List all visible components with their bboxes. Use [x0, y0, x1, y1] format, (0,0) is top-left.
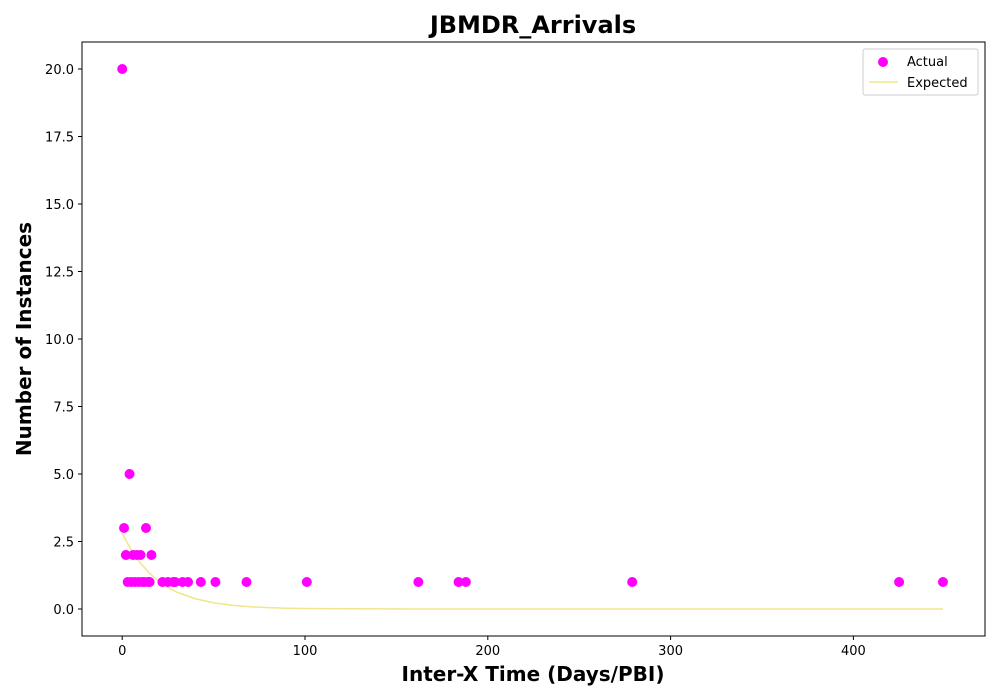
actual-points-layer — [117, 64, 948, 587]
actual-point — [170, 577, 181, 587]
actual-point — [120, 550, 131, 560]
legend: Actual Expected — [862, 48, 979, 96]
actual-point — [453, 577, 464, 587]
y-tick-label: 0.0 — [53, 603, 74, 618]
y-axis-label: Number of Instances — [12, 222, 36, 456]
actual-point — [124, 469, 135, 479]
actual-point — [301, 577, 312, 587]
chart-title: JBMDR_Arrivals — [428, 11, 636, 39]
x-tick-label: 100 — [293, 644, 318, 659]
actual-point — [144, 577, 155, 587]
y-tick-label: 7.5 — [53, 401, 74, 416]
x-axis-label: Inter-X Time (Days/PBI) — [402, 662, 665, 686]
actual-point — [894, 577, 905, 587]
y-tick-label: 5.0 — [53, 468, 74, 483]
legend-actual-label: Actual — [907, 55, 948, 70]
y-tick-label: 2.5 — [53, 536, 74, 551]
y-tick-label: 12.5 — [45, 266, 74, 281]
actual-point — [627, 577, 638, 587]
actual-point — [146, 550, 157, 560]
y-tick-label: 20.0 — [45, 63, 74, 78]
actual-point — [937, 577, 948, 587]
x-tick-label: 200 — [475, 644, 500, 659]
actual-point — [117, 64, 128, 74]
actual-point — [241, 577, 252, 587]
actual-point — [183, 577, 194, 587]
expected-line-layer — [121, 533, 943, 610]
expected-line — [121, 533, 943, 610]
actual-point — [460, 577, 471, 587]
y-tick-label: 15.0 — [45, 198, 74, 213]
x-tick-label: 400 — [841, 644, 866, 659]
actual-point — [119, 523, 130, 533]
legend-actual-marker — [878, 57, 888, 67]
actual-point — [413, 577, 424, 587]
y-tick-label: 17.5 — [45, 131, 74, 146]
x-tick-label: 0 — [118, 644, 126, 659]
y-tick-label: 10.0 — [45, 333, 74, 348]
actual-point — [195, 577, 206, 587]
legend-expected-label: Expected — [907, 76, 968, 91]
x-axis: 0 100 200 300 400 — [118, 636, 866, 659]
x-tick-label: 300 — [658, 644, 683, 659]
y-axis: 0.0 2.5 5.0 7.5 10.0 12.5 15.0 17.5 20.0 — [45, 63, 82, 618]
plot-area — [81, 41, 986, 637]
actual-point — [210, 577, 221, 587]
legend-box — [862, 48, 979, 96]
actual-point — [135, 550, 146, 560]
actual-point — [140, 523, 151, 533]
